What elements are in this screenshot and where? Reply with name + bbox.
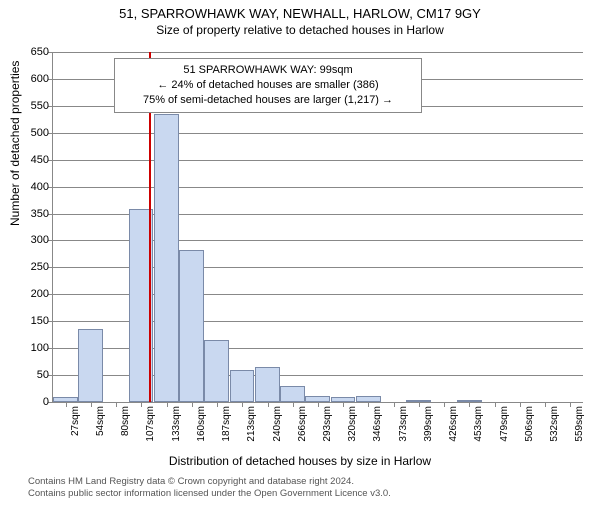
- y-tick-label: 350: [9, 208, 49, 220]
- footer: Contains HM Land Registry data © Crown c…: [28, 476, 391, 500]
- histogram-bar: [78, 329, 103, 402]
- chart-subtitle: Size of property relative to detached ho…: [0, 23, 600, 37]
- annotation-line-2: ← 24% of detached houses are smaller (38…: [123, 78, 413, 93]
- histogram-bar: [280, 386, 305, 402]
- y-tick-label: 100: [9, 342, 49, 354]
- x-tick-label: 213sqm: [246, 406, 257, 456]
- x-axis-label: Distribution of detached houses by size …: [0, 454, 600, 468]
- y-tick-label: 250: [9, 261, 49, 273]
- x-tick-label: 240sqm: [272, 406, 283, 456]
- footer-line-1: Contains HM Land Registry data © Crown c…: [28, 476, 391, 488]
- histogram-bar: [154, 114, 179, 402]
- x-tick-label: 107sqm: [145, 406, 156, 456]
- x-tick-label: 532sqm: [549, 406, 560, 456]
- y-tick-label: 0: [9, 396, 49, 408]
- y-tick-label: 550: [9, 100, 49, 112]
- x-tick-mark: [293, 402, 294, 407]
- x-tick-label: 54sqm: [95, 406, 106, 456]
- x-tick-label: 27sqm: [70, 406, 81, 456]
- y-tick-label: 300: [9, 234, 49, 246]
- annotation-line-1: 51 SPARROWHAWK WAY: 99sqm: [123, 63, 413, 78]
- footer-line-2: Contains public sector information licen…: [28, 488, 391, 500]
- grid-line: [53, 187, 583, 188]
- x-tick-mark: [469, 402, 470, 407]
- x-tick-mark: [343, 402, 344, 407]
- y-tick-label: 400: [9, 181, 49, 193]
- x-tick-mark: [570, 402, 571, 407]
- grid-line: [53, 160, 583, 161]
- x-tick-mark: [141, 402, 142, 407]
- grid-line: [53, 52, 583, 53]
- x-tick-mark: [419, 402, 420, 407]
- y-tick-label: 500: [9, 127, 49, 139]
- y-axis-label: Number of detached properties: [8, 61, 22, 226]
- x-tick-mark: [368, 402, 369, 407]
- x-tick-mark: [545, 402, 546, 407]
- x-tick-label: 346sqm: [372, 406, 383, 456]
- x-tick-label: 187sqm: [221, 406, 232, 456]
- x-tick-label: 160sqm: [196, 406, 207, 456]
- y-tick-label: 50: [9, 369, 49, 381]
- x-tick-label: 266sqm: [297, 406, 308, 456]
- x-tick-mark: [268, 402, 269, 407]
- x-tick-label: 399sqm: [423, 406, 434, 456]
- x-tick-mark: [444, 402, 445, 407]
- x-tick-mark: [116, 402, 117, 407]
- y-tick-label: 450: [9, 154, 49, 166]
- x-tick-mark: [192, 402, 193, 407]
- x-tick-label: 479sqm: [499, 406, 510, 456]
- x-tick-mark: [66, 402, 67, 407]
- x-tick-label: 320sqm: [347, 406, 358, 456]
- histogram-bar: [179, 250, 204, 402]
- x-tick-label: 559sqm: [574, 406, 585, 456]
- histogram-bar: [204, 340, 229, 402]
- grid-line: [53, 133, 583, 134]
- x-tick-mark: [91, 402, 92, 407]
- histogram-bar: [230, 370, 255, 402]
- x-tick-mark: [495, 402, 496, 407]
- chart-title: 51, SPARROWHAWK WAY, NEWHALL, HARLOW, CM…: [0, 6, 600, 21]
- y-tick-label: 650: [9, 46, 49, 58]
- x-tick-label: 426sqm: [448, 406, 459, 456]
- x-tick-mark: [394, 402, 395, 407]
- x-tick-mark: [242, 402, 243, 407]
- x-tick-mark: [520, 402, 521, 407]
- histogram-bar: [255, 367, 280, 402]
- x-tick-label: 506sqm: [524, 406, 535, 456]
- x-tick-mark: [167, 402, 168, 407]
- y-tick-label: 600: [9, 73, 49, 85]
- y-tick-label: 150: [9, 315, 49, 327]
- x-tick-mark: [318, 402, 319, 407]
- chart: 0501001502002503003504004505005506006502…: [52, 52, 582, 402]
- x-tick-label: 133sqm: [171, 406, 182, 456]
- x-tick-label: 453sqm: [473, 406, 484, 456]
- x-tick-label: 80sqm: [120, 406, 131, 456]
- annotation-box: 51 SPARROWHAWK WAY: 99sqm ← 24% of detac…: [114, 58, 422, 113]
- x-tick-label: 293sqm: [322, 406, 333, 456]
- x-tick-label: 373sqm: [398, 406, 409, 456]
- y-tick-label: 200: [9, 288, 49, 300]
- x-tick-mark: [217, 402, 218, 407]
- annotation-line-3: 75% of semi-detached houses are larger (…: [123, 93, 413, 108]
